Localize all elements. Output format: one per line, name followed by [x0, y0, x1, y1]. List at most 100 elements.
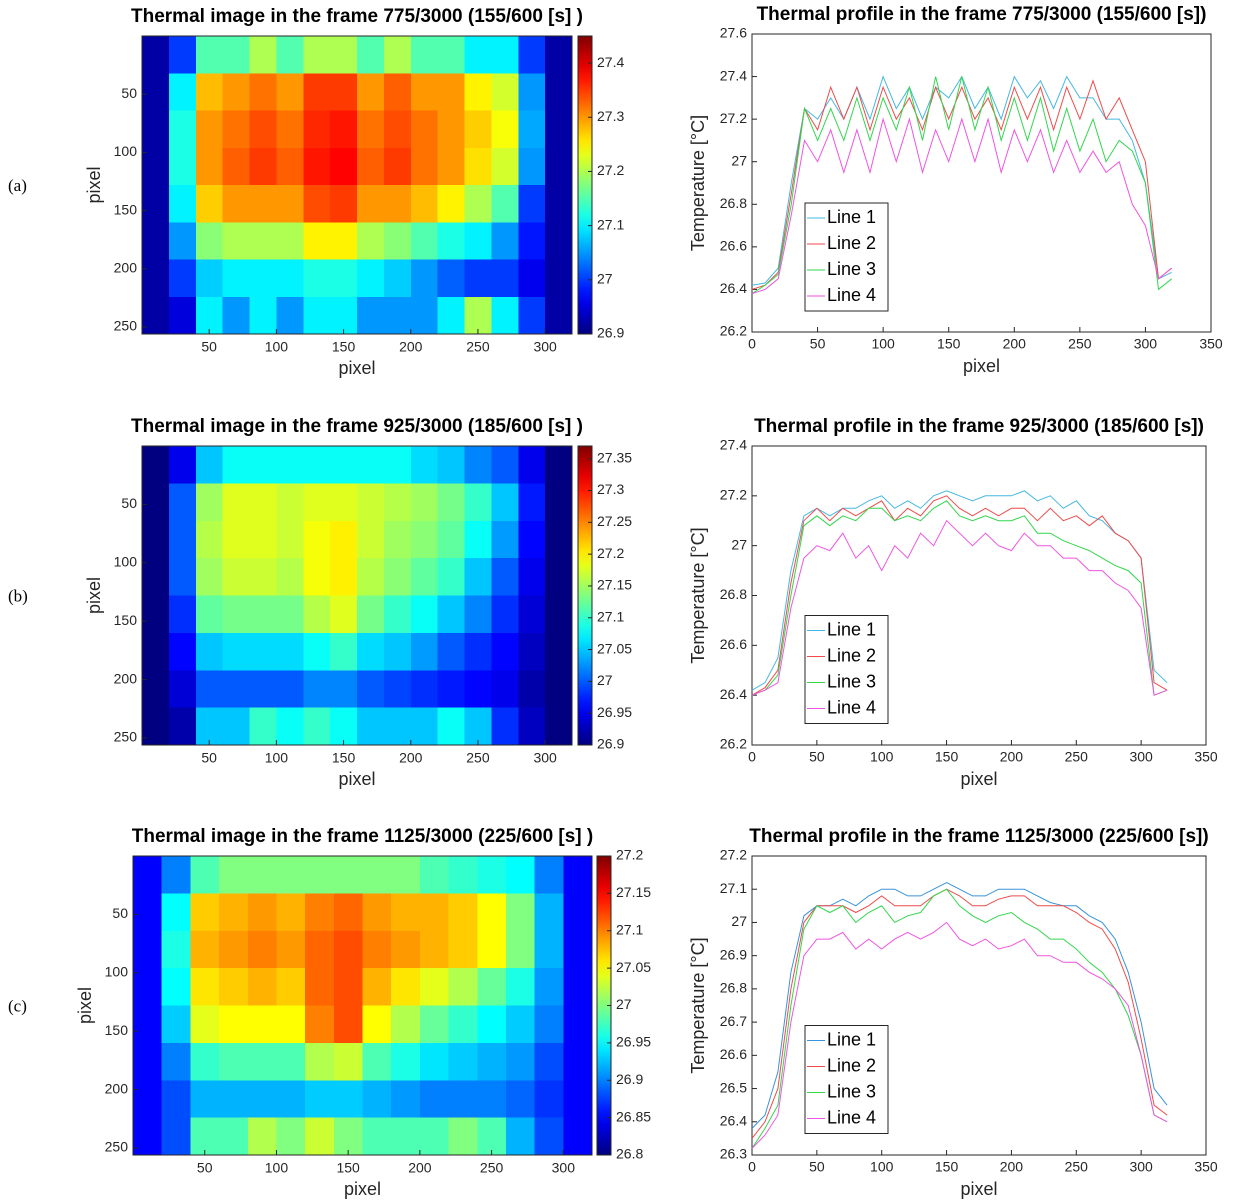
heat-cell	[491, 185, 519, 223]
heat-cell	[410, 222, 439, 261]
chart-title: Thermal profile in the frame 925/3000 (1…	[754, 416, 1204, 437]
x-tick-label: 0	[748, 1159, 756, 1175]
heat-cell	[518, 222, 546, 261]
heat-cell	[249, 520, 277, 559]
heat-cell	[330, 222, 358, 261]
heat-cell	[491, 73, 519, 112]
heat-cell	[168, 36, 197, 74]
heat-cell	[303, 110, 331, 149]
heat-cell	[477, 968, 507, 1007]
heat-cell	[305, 1005, 335, 1044]
heat-cell	[168, 595, 197, 634]
heat-cell	[410, 296, 439, 335]
heat-cell	[437, 259, 466, 298]
heat-cell	[357, 520, 385, 559]
heat-cell	[448, 1005, 478, 1044]
heat-cell	[437, 296, 466, 335]
heat-cell	[505, 930, 536, 969]
heat-cell	[545, 185, 573, 223]
x-tick-label: 250	[1065, 1159, 1089, 1175]
colorbar-tick-label: 27.35	[597, 449, 632, 465]
heat-cell	[168, 670, 197, 709]
x-axis-label: pixel	[960, 1179, 997, 1199]
heat-cell	[437, 73, 466, 112]
data-line	[751, 921, 1168, 1149]
heat-cell	[419, 930, 450, 969]
heat-cell	[518, 185, 546, 223]
y-axis-label: Temperature [°C]	[688, 937, 708, 1073]
heat-cell	[195, 147, 224, 186]
heat-cell	[563, 1080, 593, 1119]
heat-cell	[518, 296, 546, 335]
heat-cell	[249, 595, 277, 634]
heat-cell	[383, 707, 412, 746]
heat-cell	[276, 856, 306, 894]
heat-cell	[464, 222, 492, 261]
heat-cell	[464, 707, 492, 746]
heat-cell	[330, 595, 358, 634]
heat-cell	[276, 1117, 306, 1156]
x-tick-label: 200	[399, 339, 423, 355]
heat-cell	[168, 110, 197, 149]
x-tick-label: 300	[533, 750, 557, 766]
y-tick-label: 26.5	[720, 1079, 747, 1095]
y-tick-label: 250	[114, 729, 138, 745]
heat-cell	[142, 595, 170, 634]
heat-cell	[563, 930, 593, 969]
heat-cell	[464, 632, 492, 671]
heat-cell	[195, 110, 224, 149]
heat-cell	[330, 259, 358, 298]
x-tick-label: 50	[201, 750, 217, 766]
heat-cell	[491, 446, 519, 484]
legend-label: Line 4	[827, 285, 876, 305]
heat-cell	[383, 296, 412, 335]
heat-cell	[362, 856, 392, 894]
heat-cell	[464, 36, 492, 74]
heat-cell	[477, 1117, 507, 1156]
colorbar-tick-label: 26.9	[597, 325, 624, 341]
heat-cell	[419, 1117, 450, 1156]
heat-cell	[190, 1080, 220, 1119]
heat-cell	[391, 930, 421, 969]
heat-cell	[276, 222, 304, 261]
heat-cell	[303, 222, 331, 261]
heat-cell	[303, 707, 331, 746]
heat-cell	[142, 520, 170, 559]
x-tick-label: 300	[552, 1160, 576, 1176]
heat-cell	[477, 930, 507, 969]
x-tick-label: 350	[1194, 749, 1218, 765]
heat-cell	[410, 446, 439, 484]
heat-cell	[545, 632, 573, 671]
colorbar-tick-label: 27.05	[616, 959, 651, 975]
heat-cell	[249, 222, 277, 261]
y-tick-label: 27.2	[720, 487, 747, 503]
heat-cell	[357, 36, 385, 74]
heat-cell	[437, 595, 466, 634]
heat-cell	[133, 930, 163, 969]
heat-cell	[330, 296, 358, 335]
colorbar-tick-label: 27.15	[616, 884, 651, 900]
heat-cell	[249, 632, 277, 671]
heat-cell	[330, 483, 358, 522]
heat-cell	[437, 558, 466, 597]
heat-cell	[222, 185, 251, 223]
heat-cell	[333, 893, 364, 932]
legend-box	[804, 615, 889, 724]
heat-cell	[464, 296, 492, 335]
colorbar-tick-label: 27	[597, 271, 613, 287]
heat-cell	[305, 893, 335, 932]
panel-label: (c)	[8, 996, 27, 1015]
heat-cell	[437, 446, 466, 484]
y-tick-label: 27	[731, 152, 747, 168]
heat-cell	[491, 259, 519, 298]
y-axis-label: pixel	[84, 166, 104, 203]
heat-cell	[333, 1005, 364, 1044]
heat-cell	[545, 707, 573, 746]
heat-cell	[303, 185, 331, 223]
heat-cell	[545, 36, 573, 74]
heat-cell	[464, 73, 492, 112]
x-tick-label: 350	[1199, 336, 1223, 352]
heat-cell	[168, 185, 197, 223]
heat-cell	[330, 36, 358, 74]
heat-cell	[276, 36, 304, 74]
